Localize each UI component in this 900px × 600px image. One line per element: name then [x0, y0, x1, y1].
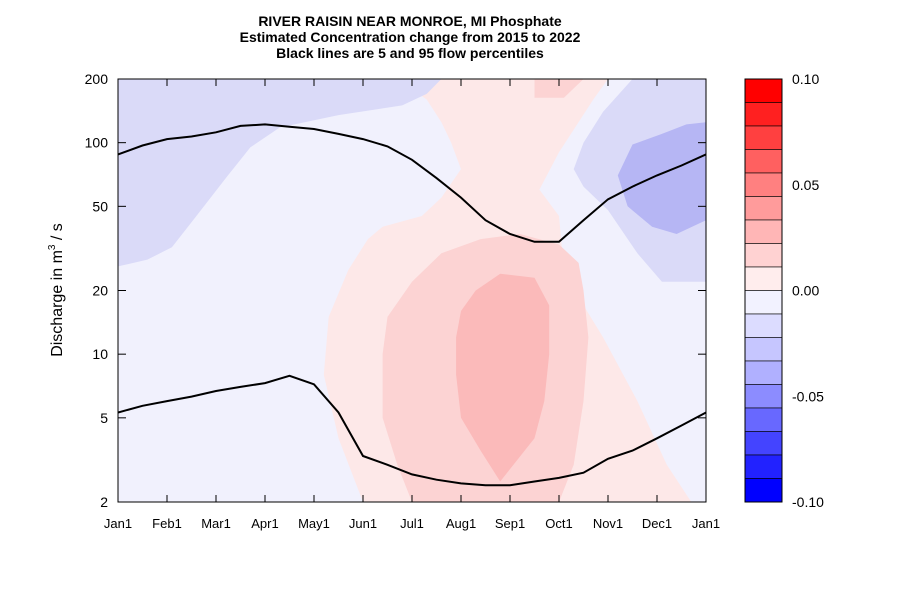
- x-tick-label: Aug1: [446, 516, 476, 531]
- x-tick-label: May1: [298, 516, 330, 531]
- y-axis-label: Discharge in m3 / s: [47, 223, 66, 357]
- y-axis: 2 5 10 20 50 100 200: [85, 71, 706, 510]
- y-tick-label: 100: [85, 135, 109, 151]
- x-tick-label: Feb1: [152, 516, 182, 531]
- colorbar-frame: [744, 78, 783, 503]
- chart-subtitle-percentiles: Black lines are 5 and 95 flow percentile…: [276, 45, 544, 61]
- colorbar-swatch: [744, 149, 783, 174]
- colorbar-swatch: [744, 196, 783, 221]
- y-tick-label: 20: [92, 283, 108, 299]
- chart-title-block: RIVER RAISIN NEAR MONROE, MI Phosphate E…: [0, 13, 820, 61]
- y-axis-label-main: Discharge in m: [49, 250, 66, 357]
- colorbar-swatch: [744, 290, 783, 315]
- x-tick-label: Jul1: [400, 516, 424, 531]
- colorbar-swatch: [744, 360, 783, 385]
- colorbar-swatch: [744, 384, 783, 409]
- colorbar-tick-label: -0.10: [792, 494, 824, 510]
- colorbar-swatch: [744, 313, 783, 338]
- x-tick-label: Apr1: [251, 516, 278, 531]
- y-tick-label: 10: [92, 346, 108, 362]
- contour-regions: [118, 79, 706, 502]
- colorbar-tick-label: 0.00: [792, 283, 819, 299]
- y-tick-label: 200: [85, 71, 109, 87]
- blue-right-core-region: [617, 122, 706, 234]
- colorbar-tick-label: 0.05: [792, 177, 819, 193]
- x-axis: Jan1 Feb1 Mar1 Apr1 May1 Jun1 Jul1 Aug1 Sep1 Oct1…: [104, 79, 720, 531]
- colorbar-swatch: [744, 172, 783, 197]
- y-axis-label-superscript: 3: [47, 244, 58, 250]
- x-tick-label: Jun1: [349, 516, 377, 531]
- percentile-95-line: [118, 123, 706, 243]
- colorbar-swatch: [744, 78, 783, 103]
- y-tick-label: 50: [92, 198, 108, 214]
- colorbar-swatch: [744, 454, 783, 479]
- colorbar-swatch: [744, 102, 783, 127]
- percentile-5-line: [118, 374, 706, 487]
- x-tick-label: Jan1: [104, 516, 132, 531]
- y-tick-label: 5: [100, 410, 108, 426]
- colorbar-swatch: [744, 478, 783, 503]
- x-tick-label: Jan1: [692, 516, 720, 531]
- pink-strong-region: [456, 273, 550, 482]
- x-tick-label: Dec1: [642, 516, 672, 531]
- x-tick-label: Nov1: [593, 516, 623, 531]
- x-tick-label: Mar1: [201, 516, 231, 531]
- colorbar-swatch: [744, 125, 783, 150]
- percentile-lines: [118, 123, 706, 487]
- x-tick-label: Oct1: [545, 516, 572, 531]
- blue-left-region: [118, 79, 442, 267]
- colorbar-swatch: [744, 431, 783, 456]
- colorbar-tick-label: -0.05: [792, 388, 824, 404]
- colorbar-swatch: [744, 266, 783, 291]
- y-tick-label: 2: [100, 494, 108, 510]
- y-axis-label-per-second: / s: [49, 223, 66, 244]
- colorbar-swatch: [744, 407, 783, 432]
- chart-subtitle: Estimated Concentration change from 2015…: [239, 29, 581, 45]
- pink-top-region: [534, 79, 584, 98]
- colorbar-tick-label: 0.10: [792, 71, 819, 87]
- colorbar-swatch: [744, 219, 783, 244]
- colorbar-swatch: [744, 337, 783, 362]
- x-tick-label: Sep1: [495, 516, 525, 531]
- colorbar: 0.10 0.05 0.00 -0.05 -0.10: [744, 71, 824, 510]
- colorbar-swatch: [744, 243, 783, 268]
- chart-title: RIVER RAISIN NEAR MONROE, MI Phosphate: [258, 13, 562, 29]
